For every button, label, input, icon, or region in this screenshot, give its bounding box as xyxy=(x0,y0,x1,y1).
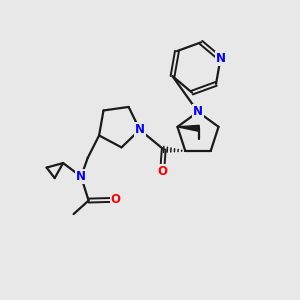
Text: O: O xyxy=(157,165,167,178)
Text: N: N xyxy=(135,123,145,136)
Text: N: N xyxy=(215,52,226,65)
Text: N: N xyxy=(76,170,86,183)
Text: N: N xyxy=(193,105,203,119)
Polygon shape xyxy=(178,125,199,131)
Text: O: O xyxy=(111,194,121,206)
